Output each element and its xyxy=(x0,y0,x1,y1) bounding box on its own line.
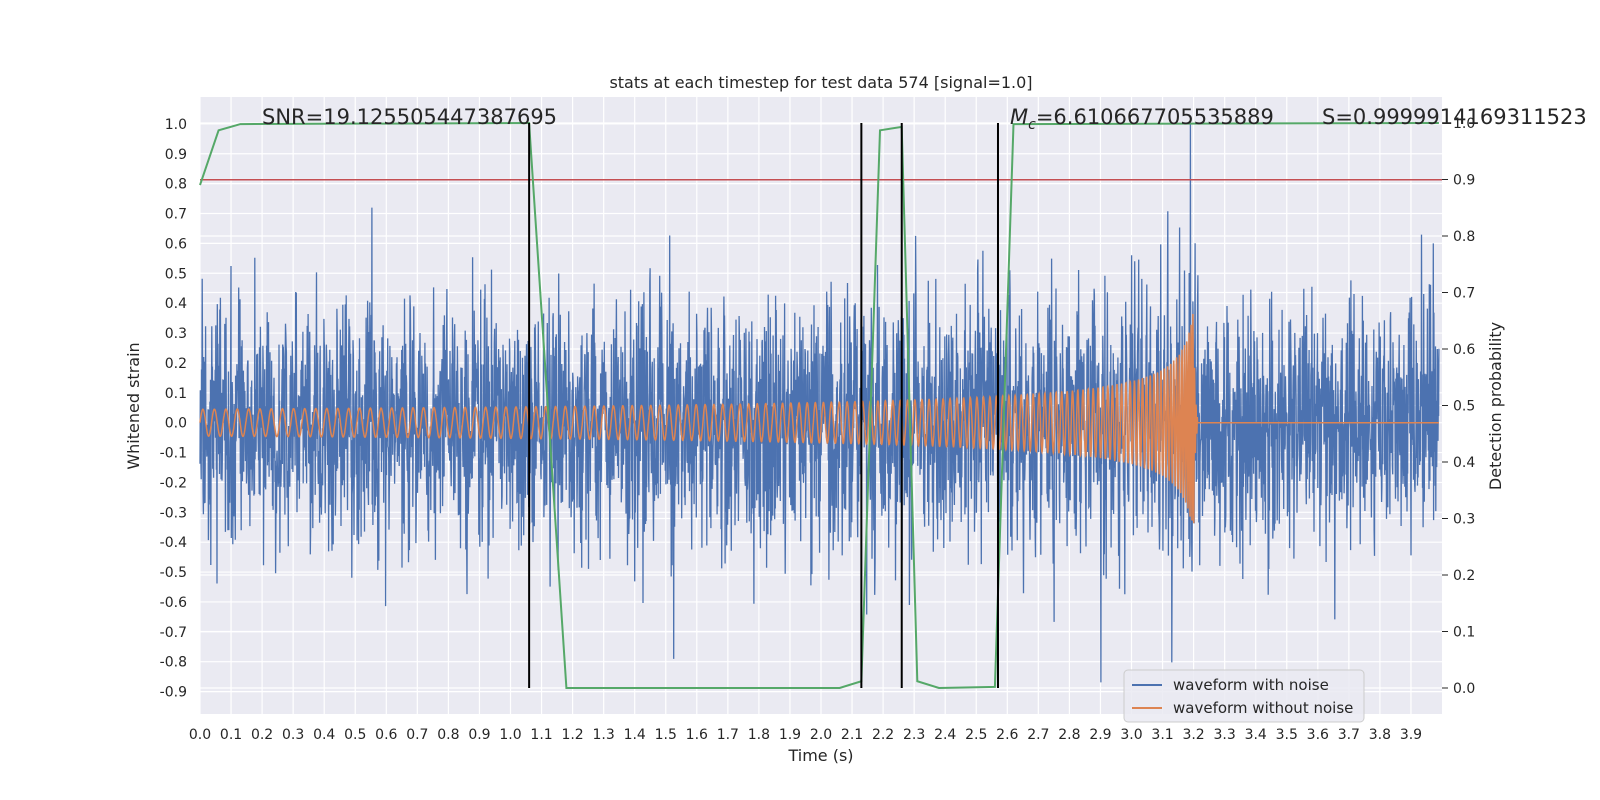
y-tick-label: 0.4 xyxy=(165,296,187,312)
series-detection-probability xyxy=(199,121,1439,690)
y-tick-label: 0.2 xyxy=(165,356,187,372)
x-tick-label: 3.0 xyxy=(1120,727,1142,743)
x-tick-label: 1.9 xyxy=(779,727,801,743)
x-tick-label: 0.7 xyxy=(406,727,428,743)
x-tick-label: 2.1 xyxy=(841,727,863,743)
y-tick-label: 1.0 xyxy=(165,117,187,133)
x-tick-label: 0.2 xyxy=(251,727,273,743)
y-tick-label: 0.5 xyxy=(165,266,187,282)
chart-title: stats at each timestep for test data 574… xyxy=(609,73,1032,92)
noise-waveform-line xyxy=(199,123,1440,683)
y-tick-label: -0.7 xyxy=(160,625,187,641)
series-waveform-without-noise xyxy=(199,313,1439,524)
y-tick-label: 0.9 xyxy=(165,147,187,163)
trigger-vertical-lines xyxy=(528,122,999,689)
y-tick-label: -0.3 xyxy=(160,505,187,521)
y-axis-label: Whitened strain xyxy=(124,342,143,469)
chirp-mass-value: =6.610667705535889 xyxy=(1036,105,1274,129)
y2-tick-label: 0.5 xyxy=(1453,399,1475,415)
x-tick-label: 2.4 xyxy=(934,727,956,743)
snr-annotation: SNR=19.125505447387695 xyxy=(262,105,557,129)
x-tick-label: 1.7 xyxy=(717,727,739,743)
y-tick-label: -0.2 xyxy=(160,475,187,491)
x-tick-label: 0.4 xyxy=(313,727,335,743)
x-tick-label: 2.5 xyxy=(965,727,987,743)
y2-tick-label: 0.3 xyxy=(1453,512,1475,528)
y-tick-label: -0.9 xyxy=(160,685,187,701)
chirp-mass-symbol: M xyxy=(1010,105,1028,129)
chirp-mass-subscript: c xyxy=(1028,117,1036,133)
x-tick-label: 1.6 xyxy=(686,727,708,743)
x-tick-label: 0.9 xyxy=(468,727,490,743)
x-tick-label: 1.1 xyxy=(530,727,552,743)
y-tick-label: -0.1 xyxy=(160,446,187,462)
y2-tick-label: 0.6 xyxy=(1453,342,1475,358)
y2-tick-label: 0.8 xyxy=(1453,229,1475,245)
x-tick-label: 2.8 xyxy=(1058,727,1080,743)
x-tick-label: 3.4 xyxy=(1245,727,1267,743)
y-tick-label: 0.6 xyxy=(165,236,187,252)
x-tick-label: 1.2 xyxy=(561,727,583,743)
y-tick-label: 0.0 xyxy=(165,416,187,432)
x-tick-label: 2.3 xyxy=(903,727,925,743)
y-tick-label: 0.7 xyxy=(165,207,187,223)
x-tick-label: 1.4 xyxy=(624,727,646,743)
x-tick-label: 3.9 xyxy=(1400,727,1422,743)
score-annotation: S=0.9999914169311523 xyxy=(1322,105,1587,129)
legend: waveform with noise waveform without noi… xyxy=(1123,669,1365,723)
y-tick-labels: 1.0 0.9 0.8 0.7 0.6 0.5 0.4 0.3 0.2 0.1 0.0 -0.1 -0.… xyxy=(160,117,187,701)
x-tick-label: 0.5 xyxy=(344,727,366,743)
x-tick-label: 2.9 xyxy=(1089,727,1111,743)
y2-tick-label: 0.4 xyxy=(1453,455,1475,471)
x-tick-label: 2.0 xyxy=(810,727,832,743)
x-tick-label: 0.1 xyxy=(220,727,242,743)
x-tick-label: 1.3 xyxy=(593,727,615,743)
chirp-mass-annotation: Mc=6.610667705535889 xyxy=(1010,105,1274,133)
x-tick-label: 3.1 xyxy=(1151,727,1173,743)
x-tick-label: 3.3 xyxy=(1214,727,1236,743)
x-tick-label: 1.0 xyxy=(499,727,521,743)
series-waveform-with-noise xyxy=(199,123,1440,683)
y-tick-label: -0.8 xyxy=(160,655,187,671)
x-tick-labels: 0.0 0.1 0.2 0.3 0.4 0.5 0.6 0.7 0.8 0.9 1.0 1.1 1.2 1… xyxy=(189,727,1422,743)
x-tick-label: 3.5 xyxy=(1276,727,1298,743)
x-tick-label: 0.6 xyxy=(375,727,397,743)
y2-tick-label: 1.0 xyxy=(1453,116,1475,132)
x-tick-label: 0.8 xyxy=(437,727,459,743)
y-tick-label: 0.1 xyxy=(165,386,187,402)
y-tick-label: -0.6 xyxy=(160,595,187,611)
x-tick-label: 2.2 xyxy=(872,727,894,743)
grid-lines xyxy=(199,97,1442,714)
x-tick-label: 2.6 xyxy=(996,727,1018,743)
y-tick-label: 0.8 xyxy=(165,177,187,193)
x-tick-label: 0.3 xyxy=(282,727,304,743)
x-tick-label: 3.6 xyxy=(1307,727,1329,743)
x-tick-label: 3.7 xyxy=(1338,727,1360,743)
x-axis-label: Time (s) xyxy=(787,746,853,765)
x-tick-label: 1.5 xyxy=(655,727,677,743)
x-tick-label: 3.2 xyxy=(1182,727,1204,743)
y2-tick-labels: 1.0 0.9 0.8 0.7 0.6 0.5 0.4 0.3 0.2 0.1 0.0 xyxy=(1442,116,1475,697)
legend-label-noise: waveform with noise xyxy=(1173,676,1329,694)
y2-tick-label: 0.9 xyxy=(1453,172,1475,188)
probability-line xyxy=(199,121,1439,690)
x-tick-label: 3.8 xyxy=(1369,727,1391,743)
y2-tick-label: 0.0 xyxy=(1453,681,1475,697)
y2-axis-label: Detection probability xyxy=(1486,322,1505,490)
x-tick-label: 2.7 xyxy=(1027,727,1049,743)
y2-tick-label: 0.7 xyxy=(1453,285,1475,301)
y-tick-label: -0.5 xyxy=(160,565,187,581)
x-tick-label: 1.8 xyxy=(748,727,770,743)
legend-label-clean: waveform without noise xyxy=(1173,699,1353,717)
y-tick-label: 0.3 xyxy=(165,326,187,342)
clean-waveform-line xyxy=(199,313,1439,524)
y-tick-label: -0.4 xyxy=(160,535,187,551)
y2-tick-label: 0.1 xyxy=(1453,625,1475,641)
x-tick-label: 0.0 xyxy=(189,727,211,743)
y2-tick-label: 0.2 xyxy=(1453,568,1475,584)
legend-box xyxy=(1123,669,1365,723)
